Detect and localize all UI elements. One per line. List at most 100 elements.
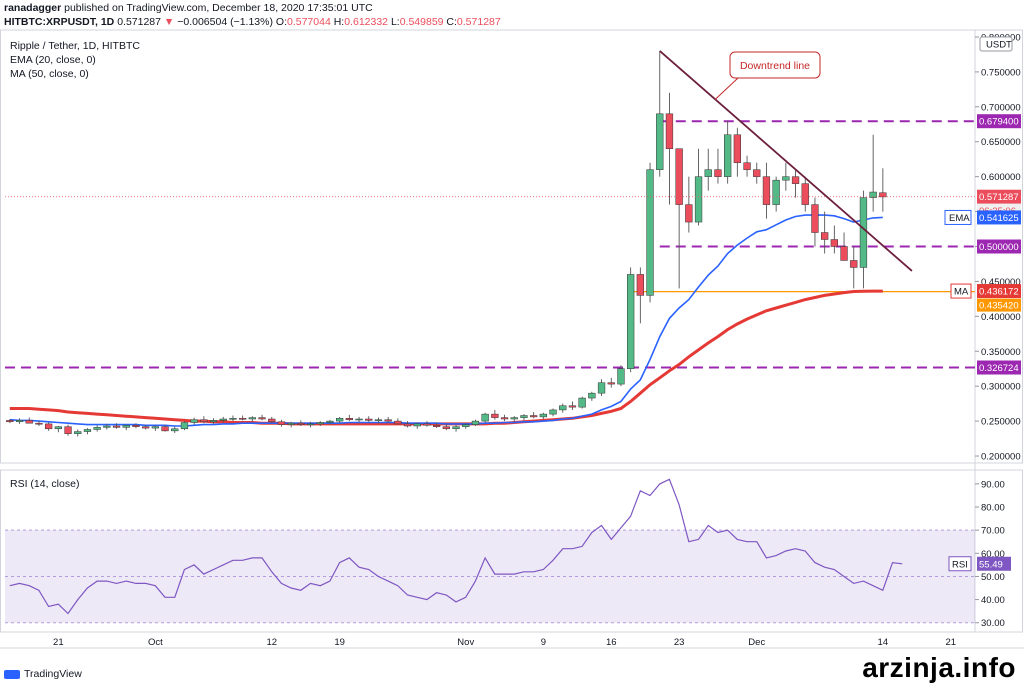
change: −0.006504 (−1.13%) — [177, 16, 273, 28]
candle-body — [588, 392, 596, 399]
candle-body — [394, 420, 402, 425]
candle-body — [248, 417, 256, 420]
annotation-pointer — [714, 77, 739, 100]
publish-line: ranadagger published on TradingView.com,… — [4, 2, 373, 14]
candle-body — [132, 425, 140, 427]
candle-body — [791, 176, 800, 184]
candle-body — [297, 422, 305, 425]
level-price-tag — [977, 239, 1021, 254]
candle-body — [568, 405, 577, 408]
rsi-band — [5, 530, 975, 623]
candle-body — [491, 413, 499, 418]
time-tick-label: 12 — [266, 637, 277, 648]
candle-body — [365, 418, 373, 421]
candle-body — [549, 409, 557, 415]
candle-body — [6, 420, 14, 423]
rsi-name-label: RSI — [952, 559, 968, 570]
candle-body — [675, 148, 683, 205]
tradingview-logo[interactable]: TradingView — [4, 668, 82, 680]
annotation-text: Downtrend line — [740, 60, 810, 72]
high-label: H: — [333, 16, 345, 28]
candle-body — [374, 419, 383, 421]
candle-body — [578, 397, 586, 408]
candle-body — [694, 176, 703, 223]
ema-name-tag — [944, 209, 972, 225]
candle-body — [122, 425, 130, 428]
candle-body — [239, 418, 247, 420]
rsi-tick-label: 90.00 — [981, 479, 1005, 490]
candle-body — [530, 415, 538, 418]
tradingview-brand: TradingView — [24, 668, 82, 680]
author[interactable]: ranadagger — [4, 2, 62, 14]
price-tick-label: 0.650000 — [981, 137, 1021, 148]
candle-body — [355, 418, 363, 421]
candle-body — [151, 426, 159, 429]
candle-body — [229, 418, 237, 420]
candle-body — [161, 426, 169, 432]
publish-info: published on TradingView.com, December 1… — [64, 2, 373, 14]
candle-body — [724, 134, 732, 177]
ema-price-label: 0.541625 — [979, 213, 1019, 224]
candle-body — [462, 424, 470, 427]
candle-body — [25, 420, 33, 424]
rsi-legend[interactable]: RSI (14, close) — [10, 478, 80, 490]
high-value: 0.612332 — [344, 16, 389, 28]
rsi-tick-label: 30.00 — [981, 618, 1005, 629]
candle-body — [209, 420, 218, 423]
price-tick-label: 0.400000 — [981, 312, 1021, 323]
candle-body — [762, 176, 771, 205]
candle-body — [617, 368, 625, 385]
candle-body — [180, 422, 189, 430]
ma-legend[interactable]: MA (50, close, 0) — [10, 68, 89, 80]
currency-badge — [979, 36, 1013, 52]
ma-price-tag — [977, 284, 1021, 299]
rsi-tick-label: 70.00 — [981, 526, 1005, 537]
ema20-line — [9, 214, 883, 427]
last-price-tag — [977, 189, 1021, 204]
time-tick-label: Dec — [748, 637, 765, 648]
ema-price-tag — [977, 210, 1021, 225]
candle-body — [830, 239, 838, 247]
time-tick-label: 16 — [606, 637, 617, 648]
candle-body — [83, 429, 92, 432]
candle-body — [306, 423, 315, 426]
candle-body — [64, 426, 72, 434]
candle-body — [45, 423, 53, 430]
candle-body — [103, 425, 111, 428]
candle-body — [452, 426, 460, 430]
candle-body — [665, 113, 674, 149]
candle-body — [821, 232, 829, 240]
rsi-line — [9, 478, 903, 615]
level-price-tag — [977, 114, 1021, 129]
ma-price-label: 0.436172 — [979, 287, 1019, 298]
level-price-label: 0.326724 — [979, 363, 1019, 374]
candle-body — [268, 418, 276, 423]
candle-body — [753, 169, 761, 177]
rsi-name-tag — [948, 556, 972, 572]
rsi-pane-frame — [0, 469, 1023, 633]
candle-body — [500, 417, 509, 420]
candle-body — [403, 423, 412, 427]
candle-body — [15, 420, 24, 423]
ma-name-tag — [950, 283, 972, 299]
candle-body — [442, 426, 450, 430]
candle-body — [811, 204, 819, 233]
candle-body — [54, 426, 62, 430]
low-label: L: — [390, 16, 400, 28]
price-tick-label: 0.750000 — [981, 67, 1021, 78]
currency-label: USDT — [986, 40, 1012, 51]
price-tick-label: 0.350000 — [981, 347, 1021, 358]
candle-body — [714, 169, 722, 177]
time-tick-label: 21 — [945, 637, 956, 648]
candle-body — [520, 415, 528, 418]
candle-body — [869, 191, 877, 198]
ema-legend[interactable]: EMA (20, close, 0) — [10, 54, 96, 66]
candle-body — [685, 204, 693, 223]
candle-body — [471, 420, 480, 425]
rsi-tick-label: 60.00 — [981, 549, 1005, 560]
open-value: 0.577044 — [287, 16, 331, 28]
candle-body — [859, 197, 868, 268]
candle-body — [801, 183, 809, 205]
price-tick-label: 0.600000 — [981, 172, 1021, 183]
